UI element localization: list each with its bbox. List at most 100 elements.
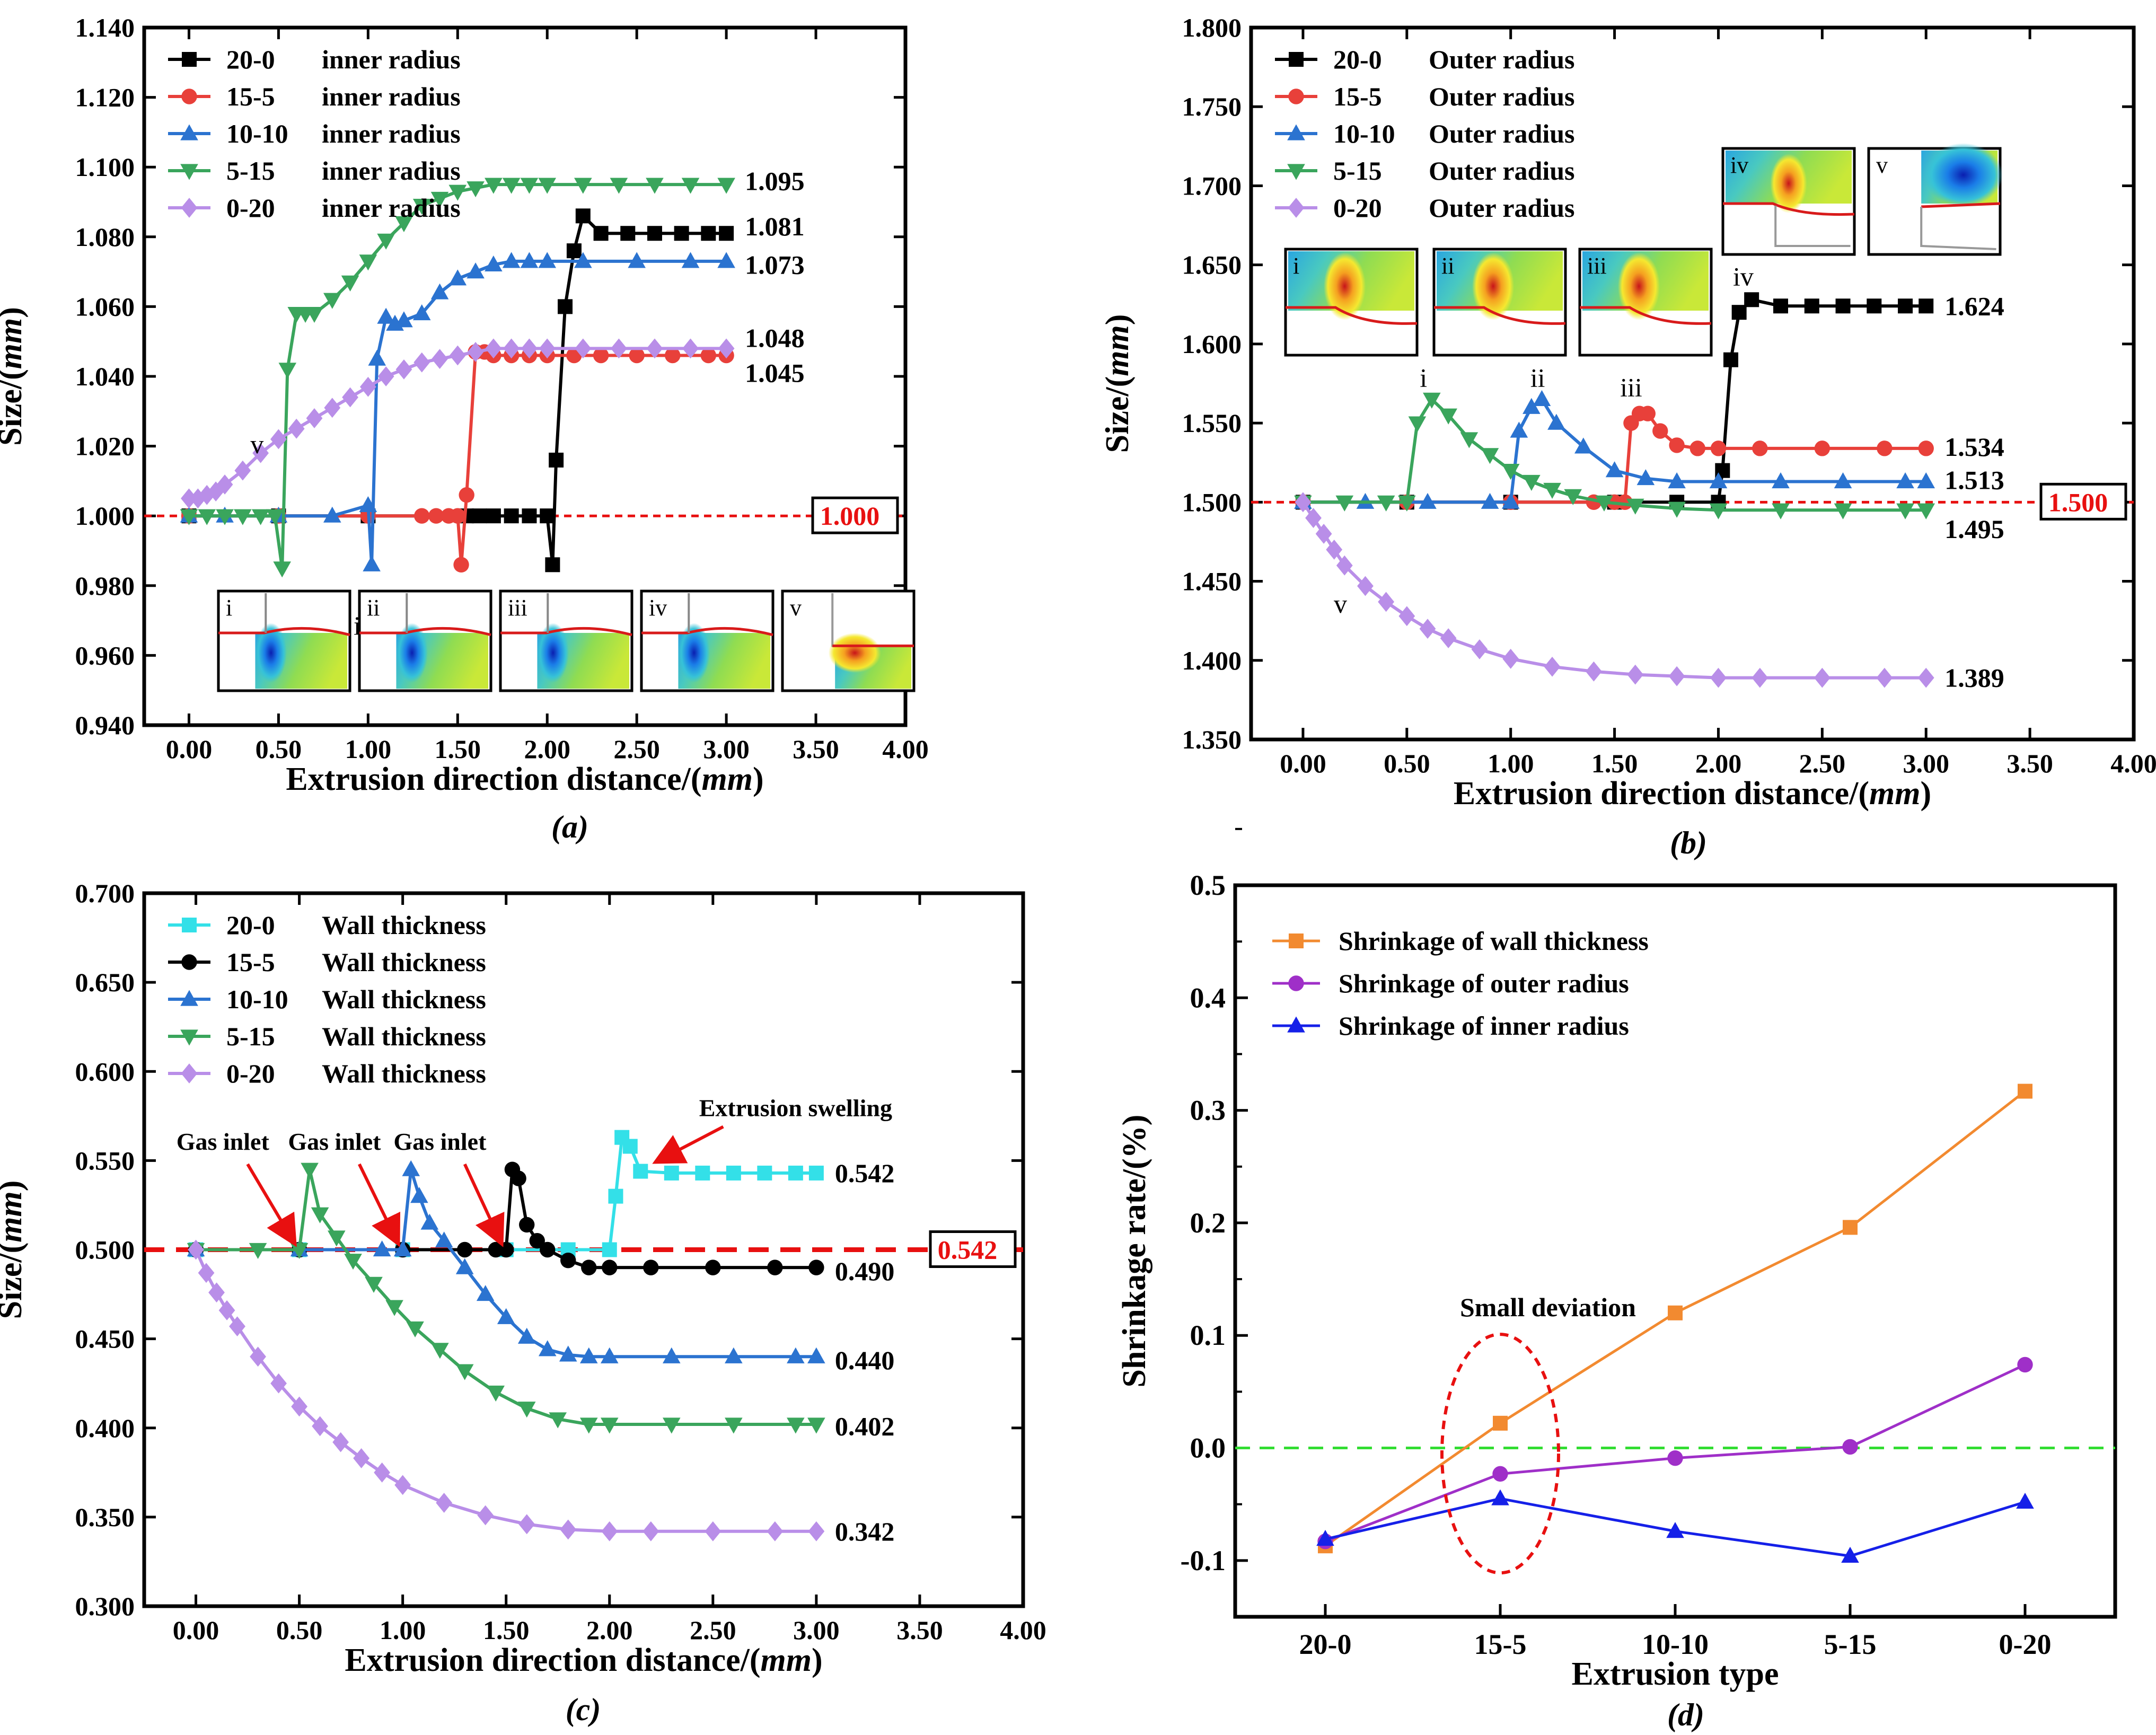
x-tick-label: 3.00 xyxy=(1903,748,1949,778)
data-point-10-10 xyxy=(1533,390,1551,406)
legend-series-desc: Outer radius xyxy=(1429,156,1575,186)
data-point-20-0 xyxy=(1731,305,1747,320)
legend-series-name: 5-15 xyxy=(226,156,275,186)
end-value-label: 1.081 xyxy=(745,212,805,241)
legend-series-name: 15-5 xyxy=(226,82,275,111)
legend-series-name: 15-5 xyxy=(226,947,275,977)
data-point-0-20 xyxy=(234,460,251,481)
data-point-10-10 xyxy=(402,1160,420,1176)
contour-inset-iv-label: iv xyxy=(1730,152,1748,178)
data-point-0-20 xyxy=(1917,667,1934,688)
data-point-15-5 xyxy=(581,1260,597,1275)
data-point-5-15 xyxy=(385,1300,403,1316)
data-point-5-15 xyxy=(251,509,270,525)
x-tick-label: 4.00 xyxy=(2110,748,2156,778)
legend-series-desc: Outer radius xyxy=(1429,119,1575,148)
x-axis-title: Extrusion direction distance/(mm) xyxy=(1454,776,1931,812)
data-point-10-10 xyxy=(377,307,395,324)
legend-series-desc: Wall thickness xyxy=(322,947,486,977)
extrusion-swelling-arrow xyxy=(652,1125,724,1164)
data-point-0-20 xyxy=(359,376,376,397)
x-tick-label: 5-15 xyxy=(1824,1628,1877,1660)
data-point-15-5 xyxy=(1652,423,1668,439)
data-point-0-20 xyxy=(229,1316,245,1336)
data-point-20-0 xyxy=(1744,292,1759,307)
data-point-20-0 xyxy=(1835,298,1851,314)
x-tick-label: 2.50 xyxy=(1799,748,1846,778)
x-tick-label: 1.50 xyxy=(1591,748,1638,778)
data-point-15-5 xyxy=(459,487,474,503)
contour-inset-iv: iv xyxy=(1721,147,1856,256)
data-point-0-20 xyxy=(1627,664,1644,685)
x-tick-label: 2.00 xyxy=(524,734,570,764)
legend-series-name: 15-5 xyxy=(1333,82,1382,111)
legend-series-name: 0-20 xyxy=(226,193,275,223)
y-tick-label: 0.980 xyxy=(75,571,135,601)
data-point-0-20 xyxy=(332,1432,349,1452)
data-point-10-10 xyxy=(359,496,377,513)
panel-caption: (b) xyxy=(1670,825,1707,860)
data-point-10-10 xyxy=(1834,472,1852,489)
data-point-10-10 xyxy=(448,269,467,286)
data-point-0-20 xyxy=(1814,667,1831,688)
y-tick-label: 1.080 xyxy=(75,222,135,252)
data-point-0-20 xyxy=(1419,619,1436,639)
data-point-15-5 xyxy=(519,1217,535,1233)
data-point xyxy=(1491,1489,1509,1505)
y-tick-label: 0.400 xyxy=(75,1413,135,1443)
data-point-10-10 xyxy=(1636,469,1655,486)
series-5-15 xyxy=(187,1162,825,1434)
series-0-20 xyxy=(181,338,735,509)
case-marker-iii: iii xyxy=(1620,372,1642,402)
data-point xyxy=(1667,1450,1683,1466)
data-point-5-15 xyxy=(341,275,359,292)
data-point-5-15 xyxy=(1523,474,1541,491)
data-point-10-10 xyxy=(420,1213,439,1230)
y-axis-title: Size/(mm) xyxy=(1099,314,1136,453)
data-point-10-10 xyxy=(502,252,521,268)
x-tick-label: 1.00 xyxy=(380,1615,426,1645)
x-tick-label: 20-0 xyxy=(1299,1628,1352,1660)
data-point-10-10 xyxy=(1896,472,1914,489)
contour-inset-ii-spot xyxy=(396,623,428,683)
legend-marker xyxy=(181,1063,198,1084)
data-point-0-20 xyxy=(1752,667,1768,688)
data-point xyxy=(1666,1522,1684,1538)
data-point-10-10 xyxy=(430,283,449,300)
series-shrinkage-of-wall-thickness xyxy=(1318,1084,2032,1554)
data-point-10-10 xyxy=(1574,437,1592,454)
end-value-label: 1.513 xyxy=(1944,465,2004,495)
legend-marker xyxy=(180,1029,198,1046)
data-point-15-5 xyxy=(705,1260,721,1275)
data-point-0-20 xyxy=(521,338,538,359)
data-point-5-15 xyxy=(395,216,413,232)
data-point-0-20 xyxy=(646,338,663,359)
data-point xyxy=(1493,1415,1508,1431)
data-point-0-20 xyxy=(1305,508,1322,529)
chart-panel-d: -0.1 0.0 0.1 0.2 0.3 0.4 0.5 20-0 15-5 10-10 5-15 0… xyxy=(1116,827,2117,1732)
data-point-20-0 xyxy=(566,243,582,259)
series-line-0-20 xyxy=(194,1249,816,1533)
data-point-20-0 xyxy=(608,1188,623,1204)
data-point-5-15 xyxy=(311,1207,329,1223)
end-value-label: 1.095 xyxy=(745,166,805,196)
legend-series-desc: Wall thickness xyxy=(322,984,486,1014)
data-point-10-10 xyxy=(681,252,700,268)
contour-inset-iv-label: iv xyxy=(649,595,667,621)
data-point xyxy=(1668,1305,1683,1320)
data-point-20-0 xyxy=(558,299,573,314)
contour-inset-ii: ii xyxy=(358,589,492,692)
data-point-0-20 xyxy=(291,1396,307,1417)
data-point-0-20 xyxy=(216,474,233,495)
x-tick-label: 0.00 xyxy=(1280,748,1326,778)
series-shrinkage-of-outer-radius xyxy=(1317,1357,2033,1549)
data-point-0-20 xyxy=(518,1514,535,1535)
contour-inset-v-label: v xyxy=(790,595,802,621)
data-point-0-20 xyxy=(539,338,556,359)
y-tick-label: 0.0 xyxy=(1190,1432,1226,1464)
data-point-10-10 xyxy=(393,1240,412,1257)
chart-panel-c: 0.300 0.350 0.400 0.450 0.500 0.550 0.600 0.650… xyxy=(0,878,1046,1727)
data-point-0-20 xyxy=(306,408,323,428)
data-point-10-10 xyxy=(1547,413,1565,430)
x-tick-label: 4.00 xyxy=(882,734,929,764)
